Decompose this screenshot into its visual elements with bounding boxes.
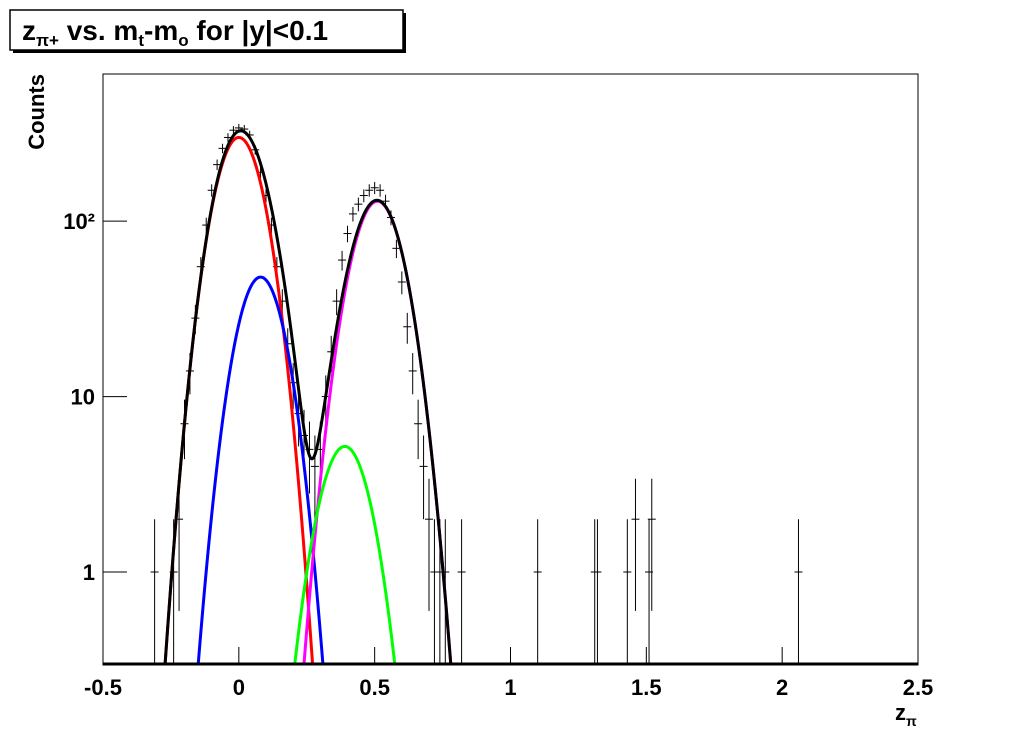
x-tick-label: 1 — [504, 675, 516, 700]
subscript: π — [906, 713, 917, 729]
x-tick-label: -0.5 — [84, 675, 122, 700]
x-tick-label: 2 — [776, 675, 788, 700]
x-tick-label: 2.5 — [903, 675, 934, 700]
x-axis-label: zπ — [895, 700, 917, 729]
plot-frame — [102, 73, 919, 666]
text-part: vs. m — [59, 15, 138, 46]
text-part: z — [895, 700, 906, 725]
fit-curve — [302, 199, 453, 665]
text-part: -m — [144, 15, 178, 46]
y-axis-label: Counts — [24, 74, 49, 150]
title-box — [9, 9, 404, 51]
x-tick-label: 0.5 — [359, 675, 390, 700]
fit-curve — [163, 135, 315, 665]
subscript: π+ — [36, 31, 59, 50]
text-part: for |y|<0.1 — [189, 15, 328, 46]
y-tick-label: 10 — [71, 385, 95, 410]
subscript: t — [138, 31, 144, 50]
subscript: o — [178, 31, 188, 50]
fit-curve — [196, 275, 325, 665]
fit-curve — [163, 129, 453, 665]
chart-title: zπ+ vs. mt-mo for |y|<0.1 — [22, 15, 328, 50]
plot-area — [150, 123, 803, 665]
y-tick-label: 1 — [83, 560, 95, 585]
x-tick-label: 1.5 — [631, 675, 662, 700]
y-tick-label: 10² — [63, 209, 95, 234]
x-tick-label: 0 — [233, 675, 245, 700]
text-part: z — [22, 15, 36, 46]
